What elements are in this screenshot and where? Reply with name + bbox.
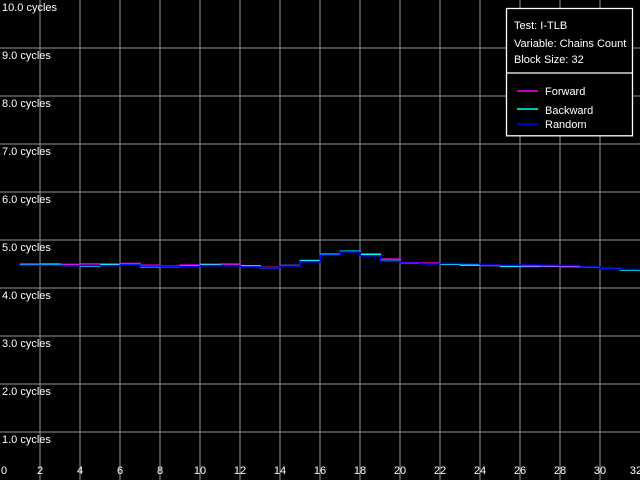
svg-text:6.0 cycles: 6.0 cycles [2, 194, 51, 206]
svg-text:16: 16 [314, 465, 326, 477]
svg-text:10: 10 [194, 465, 206, 477]
svg-text:18: 18 [354, 465, 366, 477]
svg-text:Block Size: 32: Block Size: 32 [514, 54, 584, 66]
svg-text:5.0 cycles: 5.0 cycles [2, 242, 51, 254]
svg-text:26: 26 [514, 465, 526, 477]
svg-text:28: 28 [554, 465, 566, 477]
svg-text:3.0 cycles: 3.0 cycles [2, 338, 51, 350]
svg-text:14: 14 [274, 465, 286, 477]
svg-text:1.0 cycles: 1.0 cycles [2, 434, 51, 446]
svg-text:0: 0 [1, 465, 7, 477]
svg-text:2.0 cycles: 2.0 cycles [2, 386, 51, 398]
svg-text:Backward: Backward [545, 105, 593, 117]
svg-text:4.0 cycles: 4.0 cycles [2, 290, 51, 302]
svg-text:10.0 cycles: 10.0 cycles [2, 2, 58, 14]
svg-text:22: 22 [434, 465, 446, 477]
svg-text:7.0 cycles: 7.0 cycles [2, 146, 51, 158]
svg-text:20: 20 [394, 465, 406, 477]
svg-text:6: 6 [117, 465, 123, 477]
svg-text:9.0 cycles: 9.0 cycles [2, 50, 51, 62]
svg-text:12: 12 [234, 465, 246, 477]
svg-text:32: 32 [630, 465, 640, 477]
svg-text:Variable: Chains Count: Variable: Chains Count [514, 38, 626, 50]
svg-text:Forward: Forward [545, 86, 585, 98]
svg-text:Random: Random [545, 119, 587, 131]
svg-text:Test: I-TLB: Test: I-TLB [514, 20, 567, 32]
svg-text:24: 24 [474, 465, 486, 477]
svg-text:2: 2 [37, 465, 43, 477]
svg-text:8.0 cycles: 8.0 cycles [2, 98, 51, 110]
svg-text:8: 8 [157, 465, 163, 477]
svg-text:30: 30 [594, 465, 606, 477]
svg-text:4: 4 [77, 465, 83, 477]
